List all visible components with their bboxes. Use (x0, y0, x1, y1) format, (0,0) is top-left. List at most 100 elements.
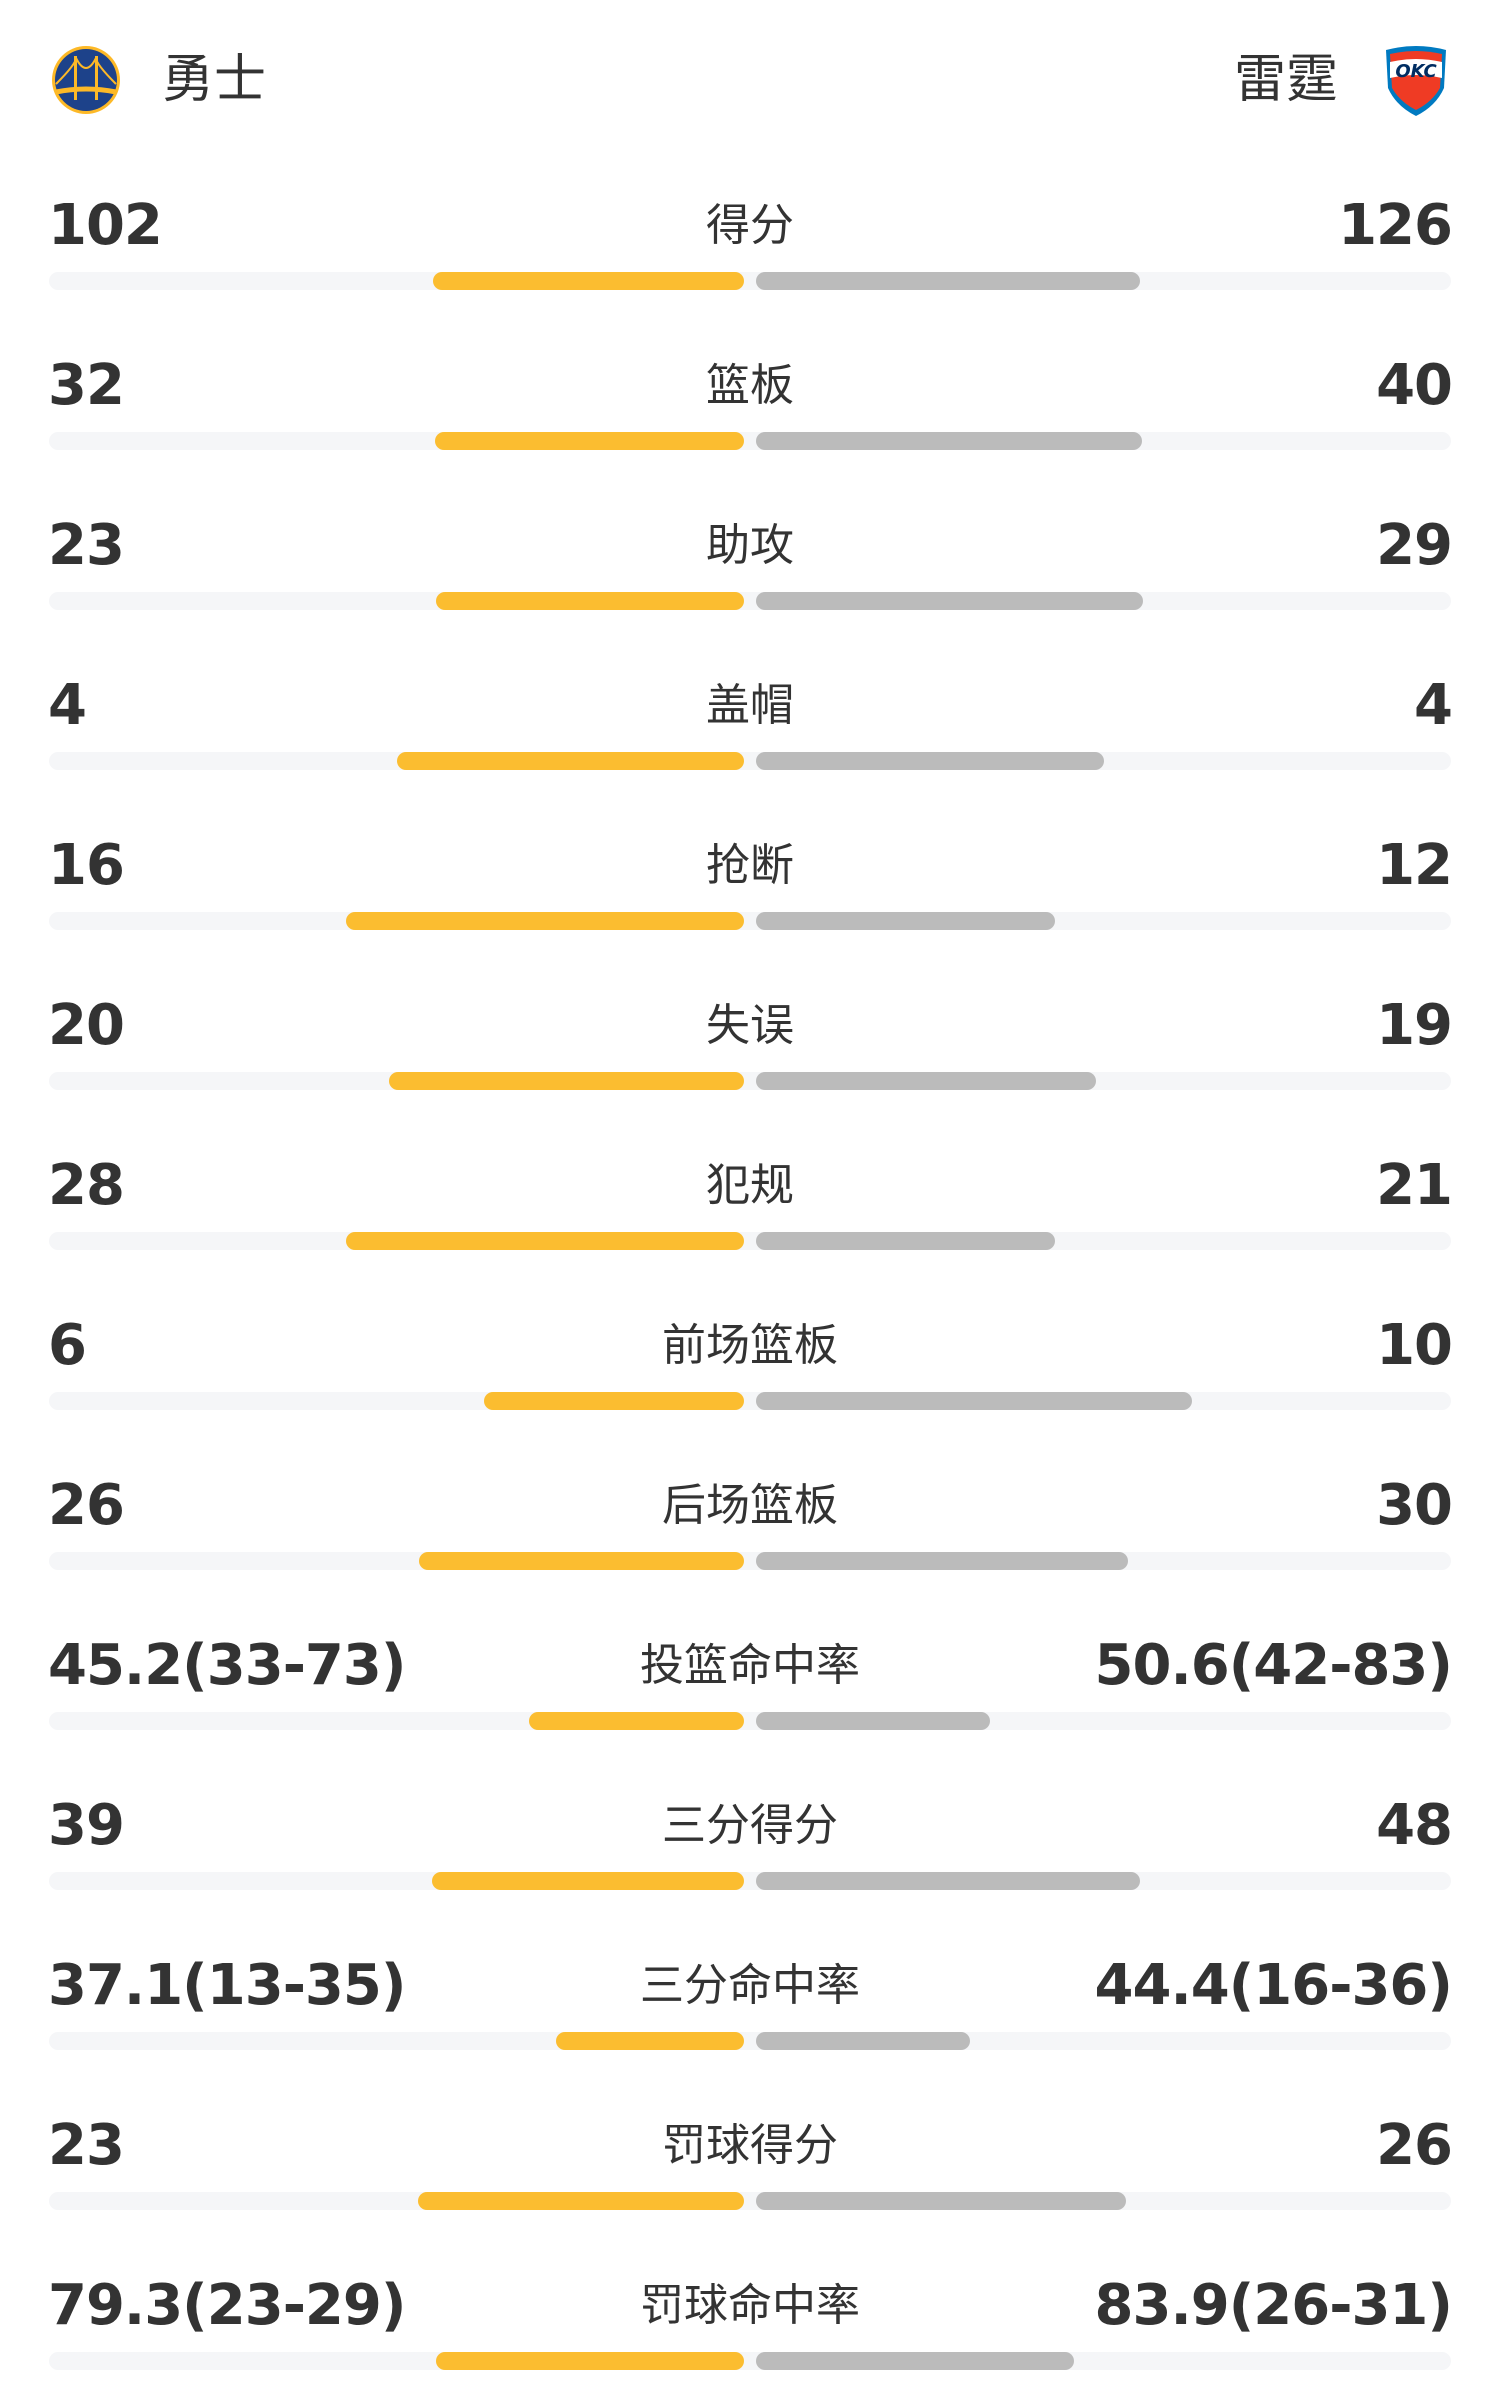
stat-bar-track (49, 752, 1451, 770)
away-stat-value: 26 (1376, 2113, 1453, 2178)
away-stat-bar (756, 2352, 1075, 2370)
home-stat-value: 37.1(13-35) (48, 1953, 406, 2018)
home-stat-bar (418, 2192, 744, 2210)
stat-label: 投篮命中率 (640, 1640, 860, 1691)
home-stat-value: 28 (48, 1153, 125, 1218)
home-stat-bar (436, 592, 744, 610)
warriors-logo-icon[interactable] (50, 44, 122, 116)
stat-bar-track (49, 1232, 1451, 1250)
away-team-name[interactable]: 雷霆 (1233, 50, 1338, 110)
home-stat-bar (434, 432, 744, 450)
home-stat-value: 79.3(23-29) (48, 2273, 406, 2338)
away-stat-bar (756, 2032, 971, 2050)
away-stat-value: 19 (1376, 993, 1453, 1058)
home-stat-bar (436, 2352, 744, 2370)
home-stat-bar (396, 752, 744, 770)
home-stat-value: 45.2(33-73) (48, 1633, 406, 1698)
home-stat-value: 39 (48, 1793, 125, 1858)
stat-row: 23 罚球得分 26 (0, 2080, 1500, 2240)
thunder-logo-icon[interactable]: OKC (1380, 44, 1452, 116)
home-stat-bar (431, 1872, 744, 1890)
stat-row: 20 失误 19 (0, 960, 1500, 1120)
home-stat-bar (419, 1552, 744, 1570)
home-stat-value: 26 (48, 1473, 125, 1538)
home-stat-value: 6 (48, 1313, 87, 1378)
stat-row: 102 得分 126 (0, 160, 1500, 320)
away-stat-bar (756, 272, 1141, 290)
stat-bar-track (49, 272, 1451, 290)
stat-row: 6 前场篮板 10 (0, 1280, 1500, 1440)
home-stat-value: 20 (48, 993, 125, 1058)
stat-bar-track (49, 2352, 1451, 2370)
away-stat-value: 29 (1376, 513, 1453, 578)
stat-label: 得分 (706, 200, 794, 251)
away-stat-value: 40 (1376, 353, 1453, 418)
stat-row: 37.1(13-35) 三分命中率 44.4(16-36) (0, 1920, 1500, 2080)
stat-row: 4 盖帽 4 (0, 640, 1500, 800)
home-stat-value: 32 (48, 353, 125, 418)
home-stat-value: 102 (48, 193, 163, 258)
stat-bar-track (49, 2192, 1451, 2210)
away-stat-bar (756, 912, 1055, 930)
stat-label: 三分命中率 (640, 1960, 860, 2011)
stat-row: 39 三分得分 48 (0, 1760, 1500, 1920)
stat-bar-track (49, 592, 1451, 610)
away-stat-bar (756, 1392, 1193, 1410)
home-stat-bar (345, 1232, 744, 1250)
home-stat-value: 4 (48, 673, 87, 738)
away-stat-value: 12 (1376, 833, 1453, 898)
stat-row: 45.2(33-73) 投篮命中率 50.6(42-83) (0, 1600, 1500, 1760)
stat-bar-track (49, 2032, 1451, 2050)
home-stat-bar (484, 1392, 744, 1410)
away-stat-bar (756, 1072, 1096, 1090)
svg-text:OKC: OKC (1395, 61, 1437, 82)
stat-row: 26 后场篮板 30 (0, 1440, 1500, 1600)
away-stat-bar (756, 1712, 991, 1730)
away-stat-value: 21 (1376, 1153, 1453, 1218)
stat-label: 前场篮板 (662, 1320, 838, 1371)
stat-label: 盖帽 (706, 680, 794, 731)
home-stat-bar (345, 912, 744, 930)
stat-bar-track (49, 1392, 1451, 1410)
home-stat-bar (528, 1712, 744, 1730)
stat-label: 助攻 (706, 520, 794, 571)
home-stat-bar (388, 1072, 744, 1090)
stat-label: 罚球得分 (662, 2120, 838, 2171)
home-team-name[interactable]: 勇士 (162, 50, 267, 110)
away-stat-value: 44.4(16-36) (1094, 1953, 1453, 2018)
team-header: 勇士 雷霆 OKC (0, 0, 1500, 160)
away-stat-value: 30 (1376, 1473, 1453, 1538)
stat-label: 后场篮板 (662, 1480, 838, 1531)
home-stat-value: 23 (48, 513, 125, 578)
stat-bar-track (49, 912, 1451, 930)
stat-row: 23 助攻 29 (0, 480, 1500, 640)
home-stat-value: 23 (48, 2113, 125, 2178)
away-stat-bar (756, 1872, 1141, 1890)
stat-row: 79.3(23-29) 罚球命中率 83.9(26-31) (0, 2240, 1500, 2400)
stat-row: 32 篮板 40 (0, 320, 1500, 480)
stat-row: 28 犯规 21 (0, 1120, 1500, 1280)
away-stat-value: 50.6(42-83) (1094, 1633, 1453, 1698)
stat-row: 16 抢断 12 (0, 800, 1500, 960)
away-stat-value: 4 (1414, 673, 1453, 738)
away-stat-bar (756, 1552, 1128, 1570)
away-stat-bar (756, 2192, 1127, 2210)
stat-bar-track (49, 1072, 1451, 1090)
stat-label: 罚球命中率 (640, 2280, 860, 2331)
stat-label: 三分得分 (662, 1800, 838, 1851)
stat-bar-track (49, 1552, 1451, 1570)
away-stat-value: 126 (1338, 193, 1453, 258)
stat-label: 犯规 (706, 1160, 794, 1211)
stat-bar-track (49, 432, 1451, 450)
away-stat-bar (756, 592, 1144, 610)
stat-label: 抢断 (706, 840, 794, 891)
away-stat-value: 10 (1376, 1313, 1453, 1378)
home-stat-bar (555, 2032, 744, 2050)
away-stat-bar (756, 1232, 1055, 1250)
stat-bar-track (49, 1712, 1451, 1730)
away-stat-bar (756, 432, 1142, 450)
home-stat-bar (433, 272, 744, 290)
stat-label: 失误 (706, 1000, 794, 1051)
away-stat-value: 83.9(26-31) (1094, 2273, 1453, 2338)
away-stat-value: 48 (1376, 1793, 1453, 1858)
